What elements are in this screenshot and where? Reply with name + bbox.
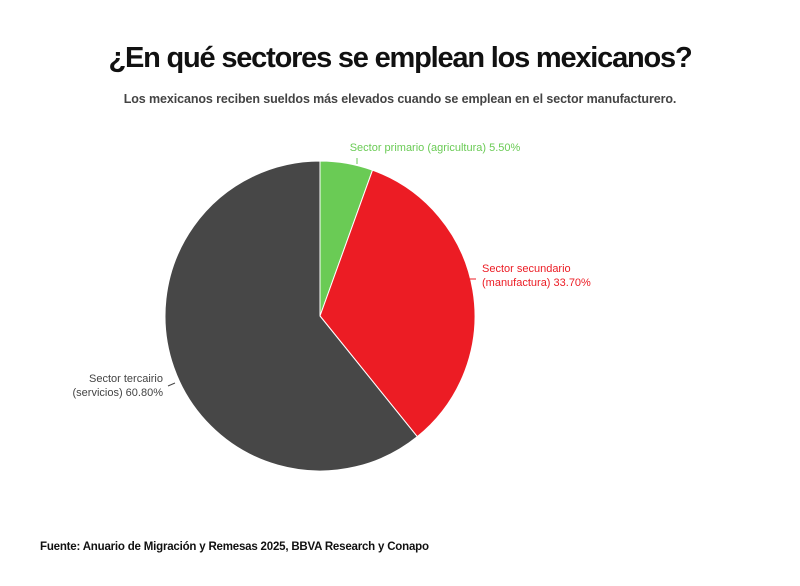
page-subtitle: Los mexicanos reciben sueldos más elevad… [123,92,677,106]
slice-label-line: Sector tercairio [89,373,163,385]
slice-label-line: (manufactura) 33.70% [482,277,591,289]
pie-slice [164,160,418,472]
slice-label-line: (servicios) 60.80% [73,387,164,399]
slice-label: Sector primario (agricultura) 5.50% [350,142,521,154]
source-note: Fuente: Anuario de Migración y Remesas 2… [40,541,429,553]
pie-slice [319,169,476,438]
leader-line [167,382,176,387]
slice-label: Sector secundario (manufactura) 33.70% [482,263,591,289]
page-title: ¿En qué sectores se emplean los mexicano… [108,42,692,74]
slice-label-line: Sector primario (agricultura) 5.50% [350,142,521,154]
slice-label-line: Sector secundario [482,263,571,275]
slice-label: Sector tercairio (servicios) 60.80% [73,373,164,399]
